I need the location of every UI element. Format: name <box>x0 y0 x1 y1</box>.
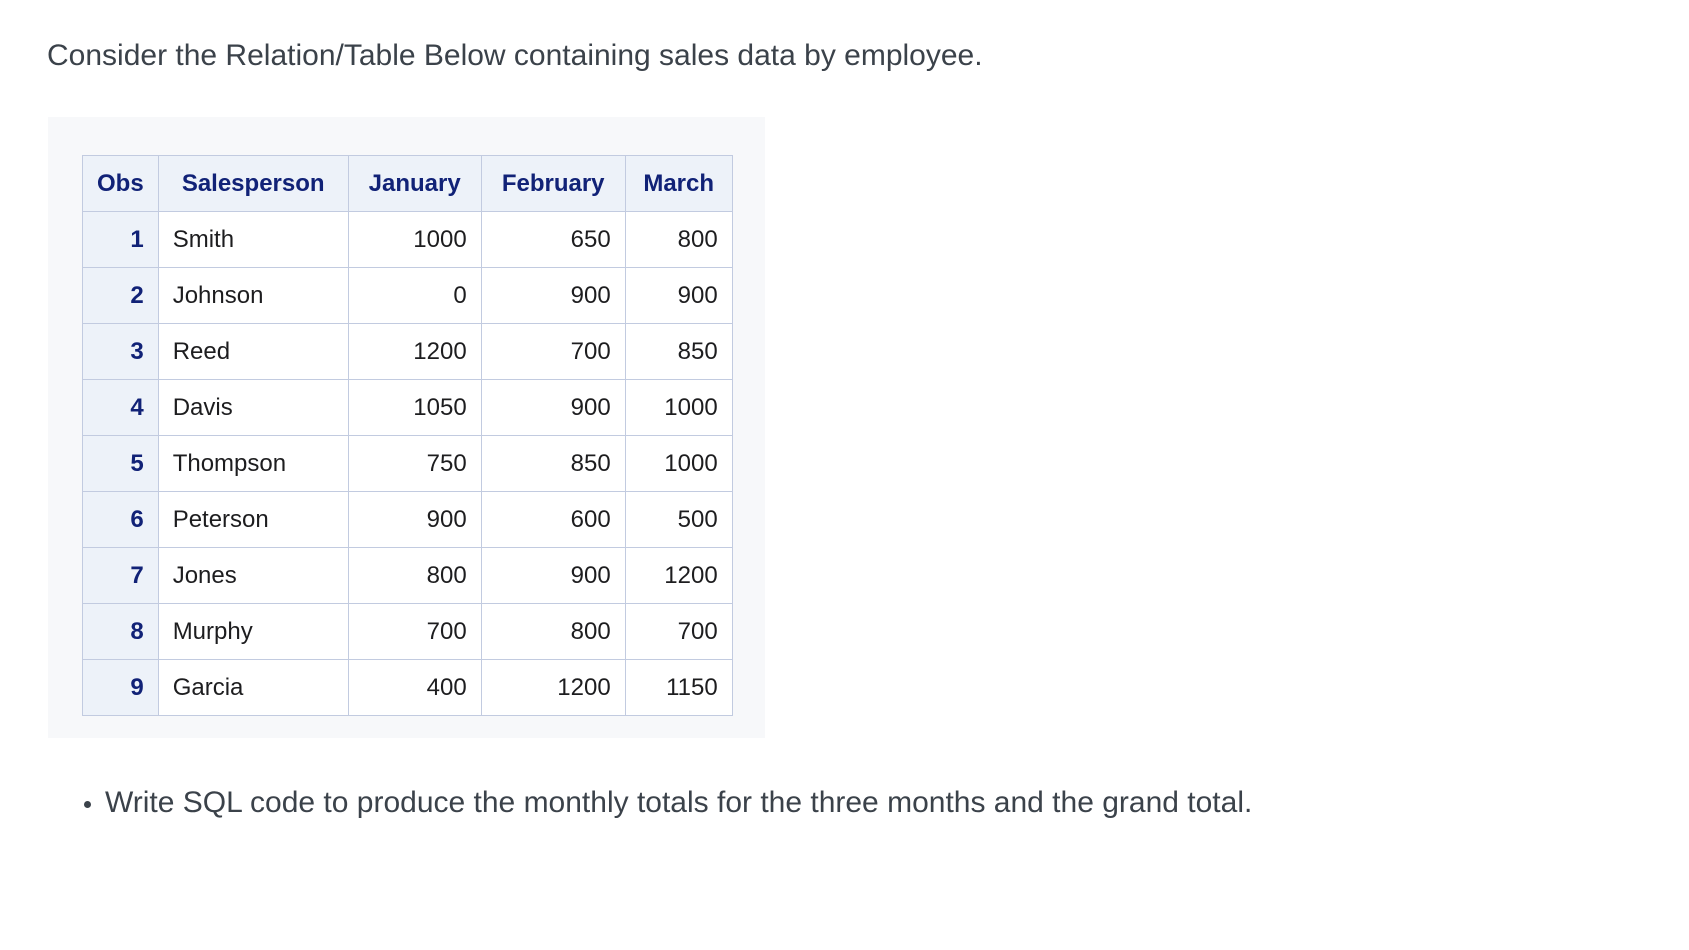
cell-january: 700 <box>347 603 482 660</box>
cell-march: 900 <box>624 267 733 324</box>
cell-salesperson: Peterson <box>157 491 349 548</box>
cell-obs: 8 <box>82 603 159 660</box>
cell-obs: 4 <box>82 379 159 436</box>
cell-salesperson: Garcia <box>157 659 349 716</box>
cell-salesperson: Reed <box>157 323 349 380</box>
cell-february: 650 <box>480 211 626 268</box>
cell-march: 800 <box>624 211 733 268</box>
cell-march: 1000 <box>624 379 733 436</box>
cell-january: 0 <box>347 267 482 324</box>
cell-february: 900 <box>480 547 626 604</box>
cell-salesperson: Murphy <box>157 603 349 660</box>
task-bullet-list: Write SQL code to produce the monthly to… <box>72 783 1252 824</box>
task-bullet-text: Write SQL code to produce the monthly to… <box>105 786 1253 819</box>
cell-salesperson: Davis <box>157 379 349 436</box>
cell-january: 1000 <box>347 211 482 268</box>
cell-february: 1200 <box>480 659 626 716</box>
table-row: 9 Garcia 400 1200 1150 <box>82 659 733 716</box>
cell-january: 750 <box>347 435 482 492</box>
table-header-row: Obs Salesperson January February March <box>82 155 733 212</box>
table-row: 3 Reed 1200 700 850 <box>82 323 733 380</box>
table-row: 1 Smith 1000 650 800 <box>82 211 733 268</box>
cell-march: 500 <box>624 491 733 548</box>
cell-obs: 3 <box>82 323 159 380</box>
cell-february: 800 <box>480 603 626 660</box>
table-row: 8 Murphy 700 800 700 <box>82 603 733 660</box>
table-row: 4 Davis 1050 900 1000 <box>82 379 733 436</box>
column-header-january: January <box>347 155 482 212</box>
cell-march: 1000 <box>624 435 733 492</box>
cell-obs: 9 <box>82 659 159 716</box>
task-bullet-item: Write SQL code to produce the monthly to… <box>105 783 1252 824</box>
column-header-march: March <box>624 155 733 212</box>
cell-obs: 7 <box>82 547 159 604</box>
cell-february: 850 <box>480 435 626 492</box>
cell-february: 900 <box>480 379 626 436</box>
table-panel: Obs Salesperson January February March 1… <box>48 117 765 738</box>
cell-january: 1200 <box>347 323 482 380</box>
cell-january: 800 <box>347 547 482 604</box>
table-row: 2 Johnson 0 900 900 <box>82 267 733 324</box>
cell-salesperson: Jones <box>157 547 349 604</box>
table-row: 5 Thompson 750 850 1000 <box>82 435 733 492</box>
cell-march: 1150 <box>624 659 733 716</box>
column-header-obs: Obs <box>82 155 159 212</box>
cell-obs: 6 <box>82 491 159 548</box>
column-header-february: February <box>480 155 626 212</box>
intro-text: Consider the Relation/Table Below contai… <box>47 39 983 72</box>
cell-salesperson: Thompson <box>157 435 349 492</box>
table-row: 6 Peterson 900 600 500 <box>82 491 733 548</box>
cell-march: 1200 <box>624 547 733 604</box>
cell-january: 1050 <box>347 379 482 436</box>
cell-march: 700 <box>624 603 733 660</box>
cell-january: 900 <box>347 491 482 548</box>
cell-obs: 2 <box>82 267 159 324</box>
cell-salesperson: Smith <box>157 211 349 268</box>
cell-march: 850 <box>624 323 733 380</box>
sales-table: Obs Salesperson January February March 1… <box>82 155 733 716</box>
cell-february: 600 <box>480 491 626 548</box>
cell-obs: 5 <box>82 435 159 492</box>
cell-salesperson: Johnson <box>157 267 349 324</box>
cell-february: 700 <box>480 323 626 380</box>
column-header-salesperson: Salesperson <box>157 155 349 212</box>
cell-january: 400 <box>347 659 482 716</box>
cell-obs: 1 <box>82 211 159 268</box>
table-row: 7 Jones 800 900 1200 <box>82 547 733 604</box>
cell-february: 900 <box>480 267 626 324</box>
